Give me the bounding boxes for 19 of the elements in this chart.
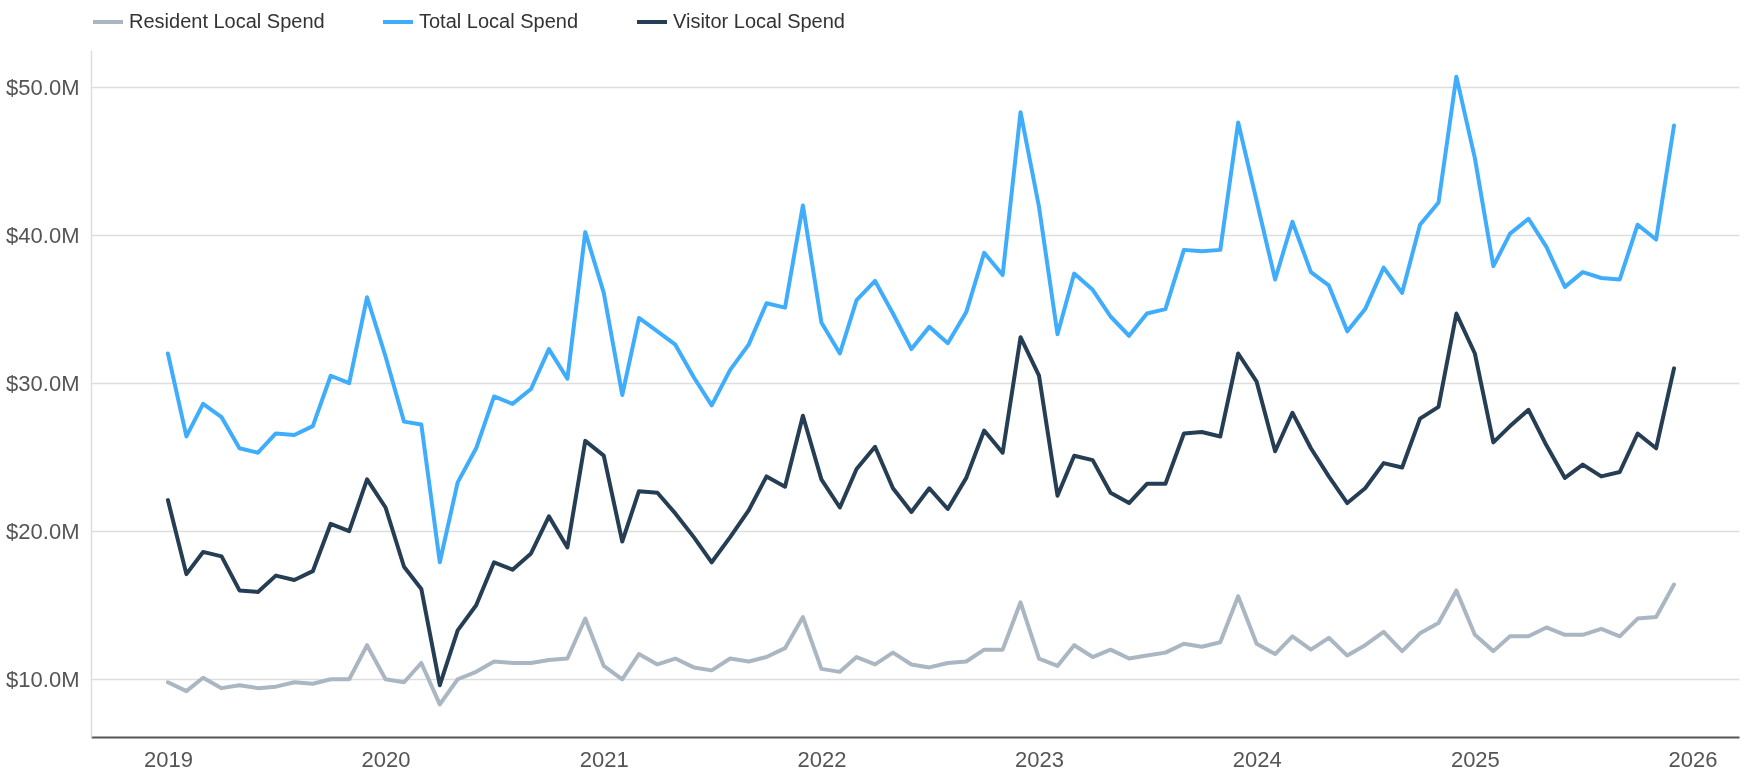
x-tick-label: 2019 xyxy=(143,746,193,772)
x-tick-label: 2024 xyxy=(1232,746,1282,772)
x-tick-label: 2022 xyxy=(797,746,847,772)
y-tick-label: $40.0M xyxy=(6,222,80,248)
x-tick-label: 2025 xyxy=(1450,746,1500,772)
y-tick-label: $10.0M xyxy=(6,666,80,692)
y-tick-label: $30.0M xyxy=(6,370,80,396)
line-series xyxy=(165,582,1677,707)
line-series xyxy=(165,74,1677,565)
x-tick-label: 2020 xyxy=(361,746,411,772)
x-tick-label: 2021 xyxy=(579,746,629,772)
y-tick-label: $20.0M xyxy=(6,518,80,544)
x-tick-label: 2023 xyxy=(1015,746,1064,772)
line-series xyxy=(165,311,1677,688)
legend-label: Total Local Spend xyxy=(419,10,579,32)
legend-label: Visitor Local Spend xyxy=(673,10,845,32)
x-tick-label: 2026 xyxy=(1668,746,1718,772)
legend-label: Resident Local Spend xyxy=(129,10,325,32)
y-tick-label: $50.0M xyxy=(6,74,80,100)
